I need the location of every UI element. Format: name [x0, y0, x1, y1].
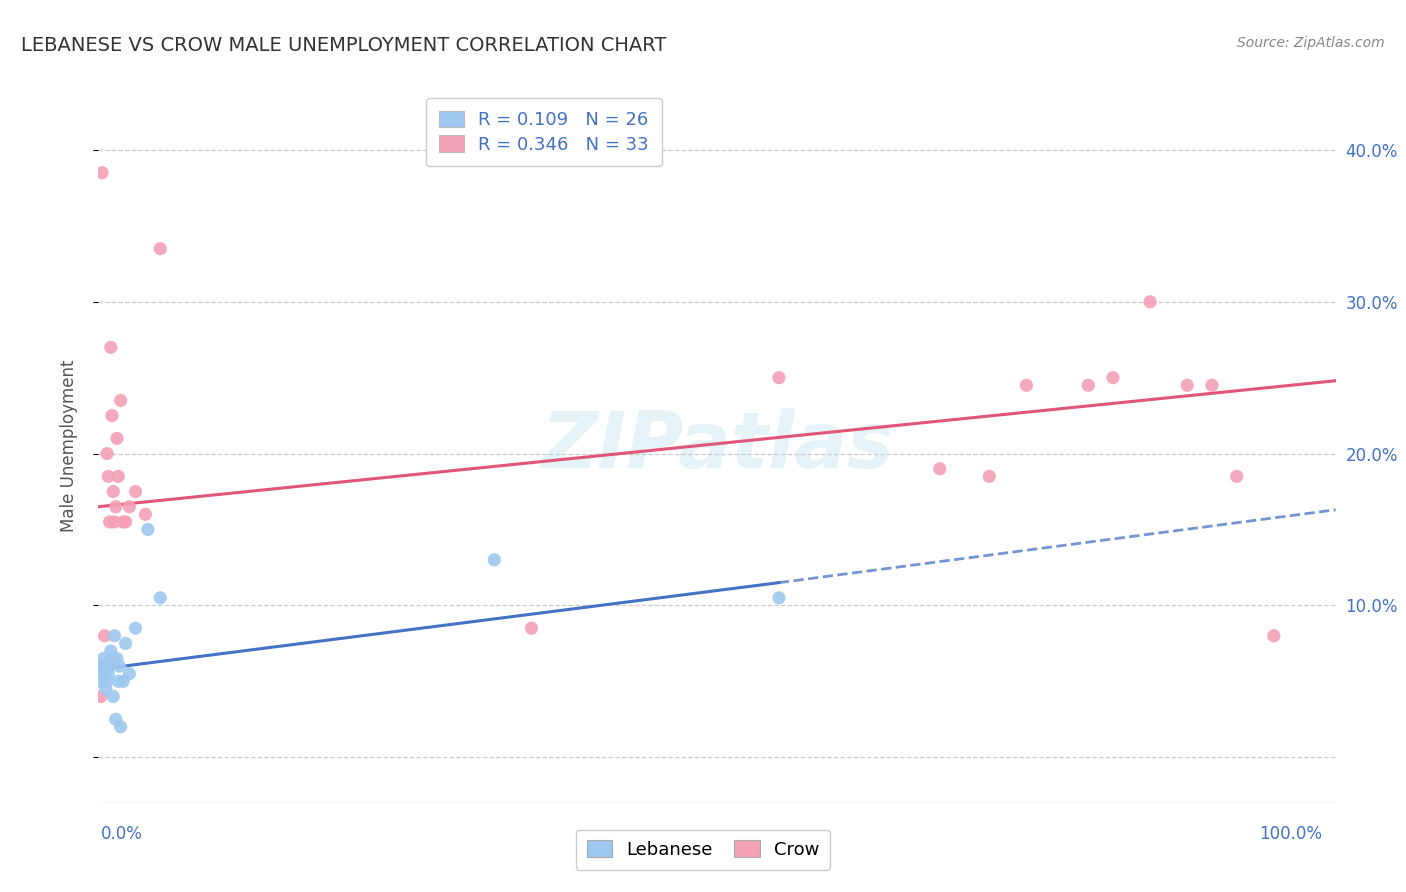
Point — [484, 553, 506, 567]
Legend: Lebanese, Crow: Lebanese, Crow — [575, 830, 831, 870]
Point — [768, 591, 790, 605]
Point — [105, 431, 128, 445]
Point — [103, 690, 125, 704]
Point — [97, 469, 120, 483]
Point — [103, 515, 125, 529]
Point — [1077, 378, 1099, 392]
Point — [928, 462, 950, 476]
Point — [93, 651, 115, 665]
Point — [1226, 469, 1249, 483]
Point — [94, 681, 117, 696]
Point — [100, 340, 122, 354]
Point — [768, 370, 790, 384]
Point — [110, 720, 132, 734]
Point — [114, 636, 136, 650]
Point — [93, 659, 115, 673]
Point — [90, 690, 112, 704]
Point — [93, 629, 115, 643]
Text: 100.0%: 100.0% — [1258, 825, 1322, 843]
Point — [103, 484, 125, 499]
Point — [96, 674, 118, 689]
Point — [108, 659, 131, 673]
Point — [103, 629, 125, 643]
Point — [1102, 370, 1125, 384]
Legend: R = 0.109   N = 26, R = 0.346   N = 33: R = 0.109 N = 26, R = 0.346 N = 33 — [426, 98, 662, 166]
Point — [1263, 629, 1285, 643]
Text: LEBANESE VS CROW MALE UNEMPLOYMENT CORRELATION CHART: LEBANESE VS CROW MALE UNEMPLOYMENT CORRE… — [21, 36, 666, 54]
Point — [1015, 378, 1038, 392]
Point — [979, 469, 1001, 483]
Point — [104, 712, 127, 726]
Point — [98, 659, 121, 673]
Point — [89, 659, 111, 673]
Point — [149, 591, 172, 605]
Point — [105, 651, 128, 665]
Point — [96, 447, 118, 461]
Point — [118, 666, 141, 681]
Point — [97, 666, 120, 681]
Text: 0.0%: 0.0% — [101, 825, 143, 843]
Point — [520, 621, 543, 635]
Point — [124, 484, 146, 499]
Point — [101, 409, 124, 423]
Point — [114, 515, 136, 529]
Point — [104, 500, 127, 514]
Point — [98, 515, 121, 529]
Point — [107, 469, 129, 483]
Point — [91, 166, 114, 180]
Point — [112, 515, 135, 529]
Point — [124, 621, 146, 635]
Point — [1175, 378, 1198, 392]
Point — [136, 523, 159, 537]
Point — [91, 666, 114, 681]
Point — [110, 393, 132, 408]
Point — [90, 674, 112, 689]
Point — [93, 659, 115, 673]
Point — [107, 674, 129, 689]
Point — [100, 644, 122, 658]
Text: Source: ZipAtlas.com: Source: ZipAtlas.com — [1237, 36, 1385, 50]
Point — [149, 242, 172, 256]
Y-axis label: Male Unemployment: Male Unemployment — [59, 359, 77, 533]
Text: ZIPatlas: ZIPatlas — [541, 408, 893, 484]
Point — [118, 500, 141, 514]
Point — [112, 674, 135, 689]
Point — [101, 651, 124, 665]
Point — [1139, 294, 1161, 309]
Point — [134, 508, 156, 522]
Point — [1201, 378, 1223, 392]
